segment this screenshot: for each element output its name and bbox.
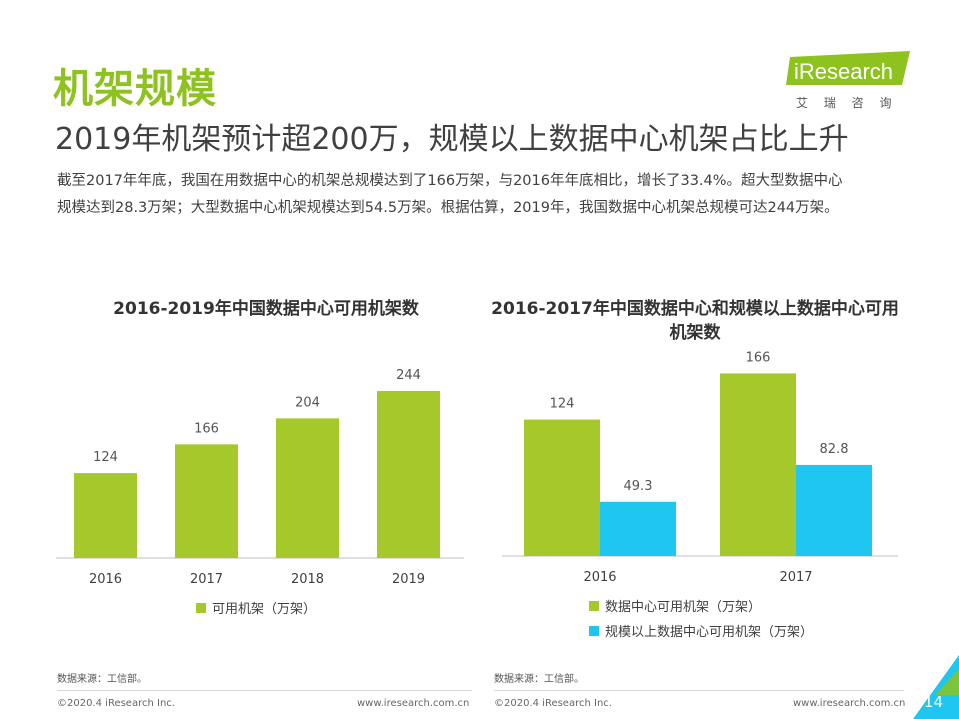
- page-subtitle: 2019年机架预计超200万，规模以上数据中心机架占比上升: [55, 122, 849, 157]
- bar-2017-s1: [175, 444, 238, 558]
- logo-badge: [786, 51, 910, 85]
- corner-accent: [913, 655, 959, 719]
- source-note-right: 数据来源：工信部。: [494, 674, 584, 685]
- footer-rule-right: [494, 690, 904, 691]
- tick-label-2018: 2018: [291, 572, 324, 587]
- data-label-2017-s1: 166: [746, 350, 771, 365]
- logo-brand-text: iResearch: [794, 59, 893, 84]
- tick-label-2017: 2017: [190, 572, 223, 587]
- data-label-2018-s1: 204: [295, 395, 320, 410]
- data-label-2017-s2: 82.8: [820, 442, 849, 457]
- data-label-2017-s1: 166: [194, 421, 219, 436]
- footer-rule-left: [57, 690, 472, 691]
- bar-2017-s2: [796, 464, 872, 556]
- bar-2018-s1: [276, 418, 339, 558]
- data-label-2016-s1: 124: [93, 450, 118, 465]
- footer-copyright-left: ©2020.4 iResearch Inc.: [57, 698, 175, 709]
- bar-2016-s1: [74, 473, 137, 558]
- tick-label-2016: 2016: [89, 572, 122, 587]
- chart2-title: 2016-2017年中国数据中心和规模以上数据中心可用机架数: [490, 297, 900, 345]
- bar-2017-s1: [720, 373, 796, 556]
- tick-label-2019: 2019: [392, 572, 425, 587]
- chart2-legend-item-2: 规模以上数据中心可用机架（万架）: [589, 621, 813, 640]
- legend-swatch-blue: [589, 625, 599, 636]
- chart1-plot: 124 2016 166 2017 204 2018 244 2019: [56, 368, 464, 587]
- tick-label-2017: 2017: [779, 570, 812, 585]
- page-title: 机架规模: [53, 66, 217, 112]
- footer-url-left[interactable]: www.iresearch.com.cn: [357, 698, 470, 709]
- bar-2019-s1: [377, 390, 440, 558]
- corner-triangle: [913, 655, 959, 719]
- chart1-legend: 可用机架（万架）: [196, 598, 316, 617]
- legend-label: 数据中心可用机架（万架）: [605, 600, 762, 615]
- intro-line-2: 规模达到28.3万架；大型数据中心机架规模达到54.5万架。根据估算，2019年…: [57, 200, 839, 216]
- intro-line-1: 截至2017年年底，我国在用数据中心的机架总规模达到了166万架，与2016年年…: [57, 173, 843, 189]
- legend-label: 可用机架（万架）: [212, 602, 317, 617]
- bar-2016-s2: [600, 501, 676, 556]
- legend-label: 规模以上数据中心可用机架（万架）: [605, 625, 814, 640]
- legend-swatch-green: [196, 602, 206, 613]
- data-label-2019-s1: 244: [396, 368, 421, 383]
- chart2-legend: 数据中心可用机架（万架） 规模以上数据中心可用机架（万架）: [589, 596, 813, 640]
- data-label-2016-s2: 49.3: [624, 479, 653, 494]
- tick-label-2016: 2016: [583, 570, 616, 585]
- footer-copyright-right: ©2020.4 iResearch Inc.: [494, 698, 612, 709]
- logo-icon: iResearch 艾 瑞 咨 询: [786, 51, 910, 110]
- chart2-title-text: 2016-2017年中国数据中心和规模以上数据中心可用机架数: [491, 299, 899, 343]
- footer-url-right[interactable]: www.iresearch.com.cn: [793, 698, 906, 709]
- source-note-left: 数据来源：工信部。: [57, 674, 147, 685]
- bar-2016-s1: [524, 419, 600, 556]
- chart1-title: 2016-2019年中国数据中心可用机架数: [113, 299, 419, 319]
- legend-swatch-green: [589, 600, 599, 611]
- data-label-2016-s1: 124: [550, 397, 575, 412]
- logo-sub-text: 艾 瑞 咨 询: [796, 95, 897, 110]
- chart2-legend-item-1: 数据中心可用机架（万架）: [589, 596, 813, 615]
- page-number: 14: [923, 693, 943, 711]
- intro-paragraph: 截至2017年年底，我国在用数据中心的机架总规模达到了166万架，与2016年年…: [57, 168, 915, 222]
- chart2-plot: 124 49.3 2016 166 82.8 2017: [502, 350, 898, 585]
- iresearch-logo: iResearch 艾 瑞 咨 询: [784, 49, 914, 113]
- corner-triangle-green: [935, 669, 959, 695]
